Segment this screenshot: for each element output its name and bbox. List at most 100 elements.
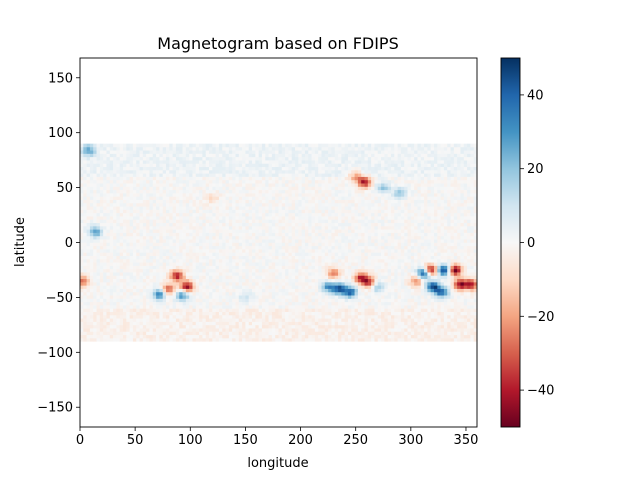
- heatmap-cell: [314, 219, 319, 224]
- heatmap-cell: [341, 146, 345, 151]
- heatmap-cell: [126, 265, 130, 270]
- heatmap-cell: [285, 222, 289, 227]
- heatmap-cell: [185, 295, 190, 299]
- heatmap-cell: [344, 268, 349, 273]
- heatmap-cell: [86, 163, 91, 168]
- heatmap-cell: [228, 285, 233, 289]
- heatmap-cell: [344, 239, 349, 243]
- heatmap-cell: [304, 196, 309, 200]
- heatmap-cell: [311, 252, 316, 256]
- heatmap-cell: [179, 143, 183, 148]
- heatmap-cell: [291, 324, 296, 329]
- heatmap-cell: [142, 229, 147, 233]
- heatmap-cell: [96, 202, 101, 207]
- heatmap-cell: [175, 328, 180, 332]
- heatmap-cell: [89, 239, 94, 243]
- heatmap-cell: [344, 265, 349, 270]
- heatmap-cell: [321, 166, 326, 171]
- heatmap-cell: [166, 272, 170, 276]
- heatmap-cell: [271, 338, 276, 342]
- heatmap-cell: [179, 209, 183, 214]
- heatmap-cell: [185, 252, 190, 256]
- heatmap-cell: [238, 163, 243, 168]
- heatmap-cell: [265, 183, 269, 187]
- heatmap-cell: [162, 268, 167, 273]
- heatmap-cell: [232, 278, 236, 283]
- heatmap-cell: [301, 219, 306, 224]
- heatmap-cell: [344, 163, 349, 168]
- heatmap-cell: [275, 229, 279, 233]
- heatmap-cell: [225, 268, 230, 273]
- heatmap-cell: [152, 209, 157, 214]
- heatmap-cell: [80, 278, 84, 283]
- heatmap-cell: [156, 324, 160, 329]
- heatmap-cell: [268, 209, 273, 214]
- heatmap-cell: [347, 252, 352, 256]
- heatmap-cell: [265, 153, 269, 158]
- heatmap-cell: [288, 143, 293, 148]
- heatmap-cell: [139, 285, 144, 289]
- heatmap-cell: [252, 245, 256, 250]
- heatmap-cell: [119, 170, 124, 174]
- heatmap-cell: [331, 295, 336, 299]
- heatmap-cell: [146, 179, 150, 184]
- heatmap-cell: [205, 186, 210, 191]
- heatmap-cell: [308, 150, 312, 154]
- heatmap-cell: [222, 196, 226, 200]
- heatmap-cell: [347, 262, 352, 266]
- heatmap-cell: [304, 249, 309, 253]
- heatmap-cell: [126, 314, 130, 319]
- heatmap-cell: [304, 163, 309, 168]
- heatmap-cell: [83, 189, 87, 194]
- heatmap-cell: [235, 202, 240, 207]
- heatmap-cell: [334, 255, 339, 260]
- heatmap-cell: [275, 176, 279, 181]
- heatmap-cell: [291, 143, 296, 148]
- heatmap-cell: [159, 219, 164, 224]
- heatmap-cell: [162, 153, 167, 158]
- heatmap-cell: [182, 150, 187, 154]
- heatmap-cell: [123, 160, 127, 164]
- heatmap-cell: [209, 282, 213, 286]
- heatmap-cell: [89, 193, 94, 197]
- heatmap-cell: [159, 314, 164, 319]
- heatmap-cell: [132, 311, 137, 316]
- heatmap-cell: [295, 229, 299, 233]
- heatmap-cell: [331, 298, 336, 303]
- heatmap-cell: [199, 308, 203, 312]
- heatmap-cell: [281, 278, 286, 283]
- heatmap-cell: [331, 265, 336, 270]
- heatmap-cell: [169, 318, 173, 322]
- heatmap-cell: [275, 298, 279, 303]
- heatmap-cell: [321, 314, 326, 319]
- heatmap-cell: [109, 153, 114, 158]
- heatmap-cell: [139, 314, 144, 319]
- heatmap-cell: [205, 305, 210, 309]
- heatmap-cell: [123, 314, 127, 319]
- heatmap-cell: [232, 308, 236, 312]
- heatmap-cell: [185, 146, 190, 151]
- heatmap-cell: [182, 199, 187, 204]
- heatmap-cell: [311, 189, 316, 194]
- heatmap-cell: [146, 258, 150, 263]
- heatmap-cell: [344, 301, 349, 306]
- heatmap-cell: [89, 285, 94, 289]
- heatmap-cell: [103, 150, 107, 154]
- heatmap-cell: [334, 176, 339, 181]
- heatmap-cell: [331, 318, 336, 322]
- heatmap-cell: [83, 222, 87, 227]
- heatmap-cell: [86, 291, 91, 296]
- heatmap-cell: [334, 212, 339, 217]
- heatmap-cell: [288, 321, 293, 326]
- heatmap-cell: [103, 334, 107, 339]
- heatmap-cell: [106, 331, 111, 336]
- heatmap-cell: [285, 196, 289, 200]
- heatmap-cell: [142, 268, 147, 273]
- heatmap-cell: [341, 255, 345, 260]
- heatmap-cell: [238, 202, 243, 207]
- heatmap-cell: [311, 338, 316, 342]
- heatmap-cell: [189, 308, 193, 312]
- heatmap-cell: [149, 163, 154, 168]
- heatmap-cell: [116, 305, 120, 309]
- heatmap-cell: [311, 166, 316, 171]
